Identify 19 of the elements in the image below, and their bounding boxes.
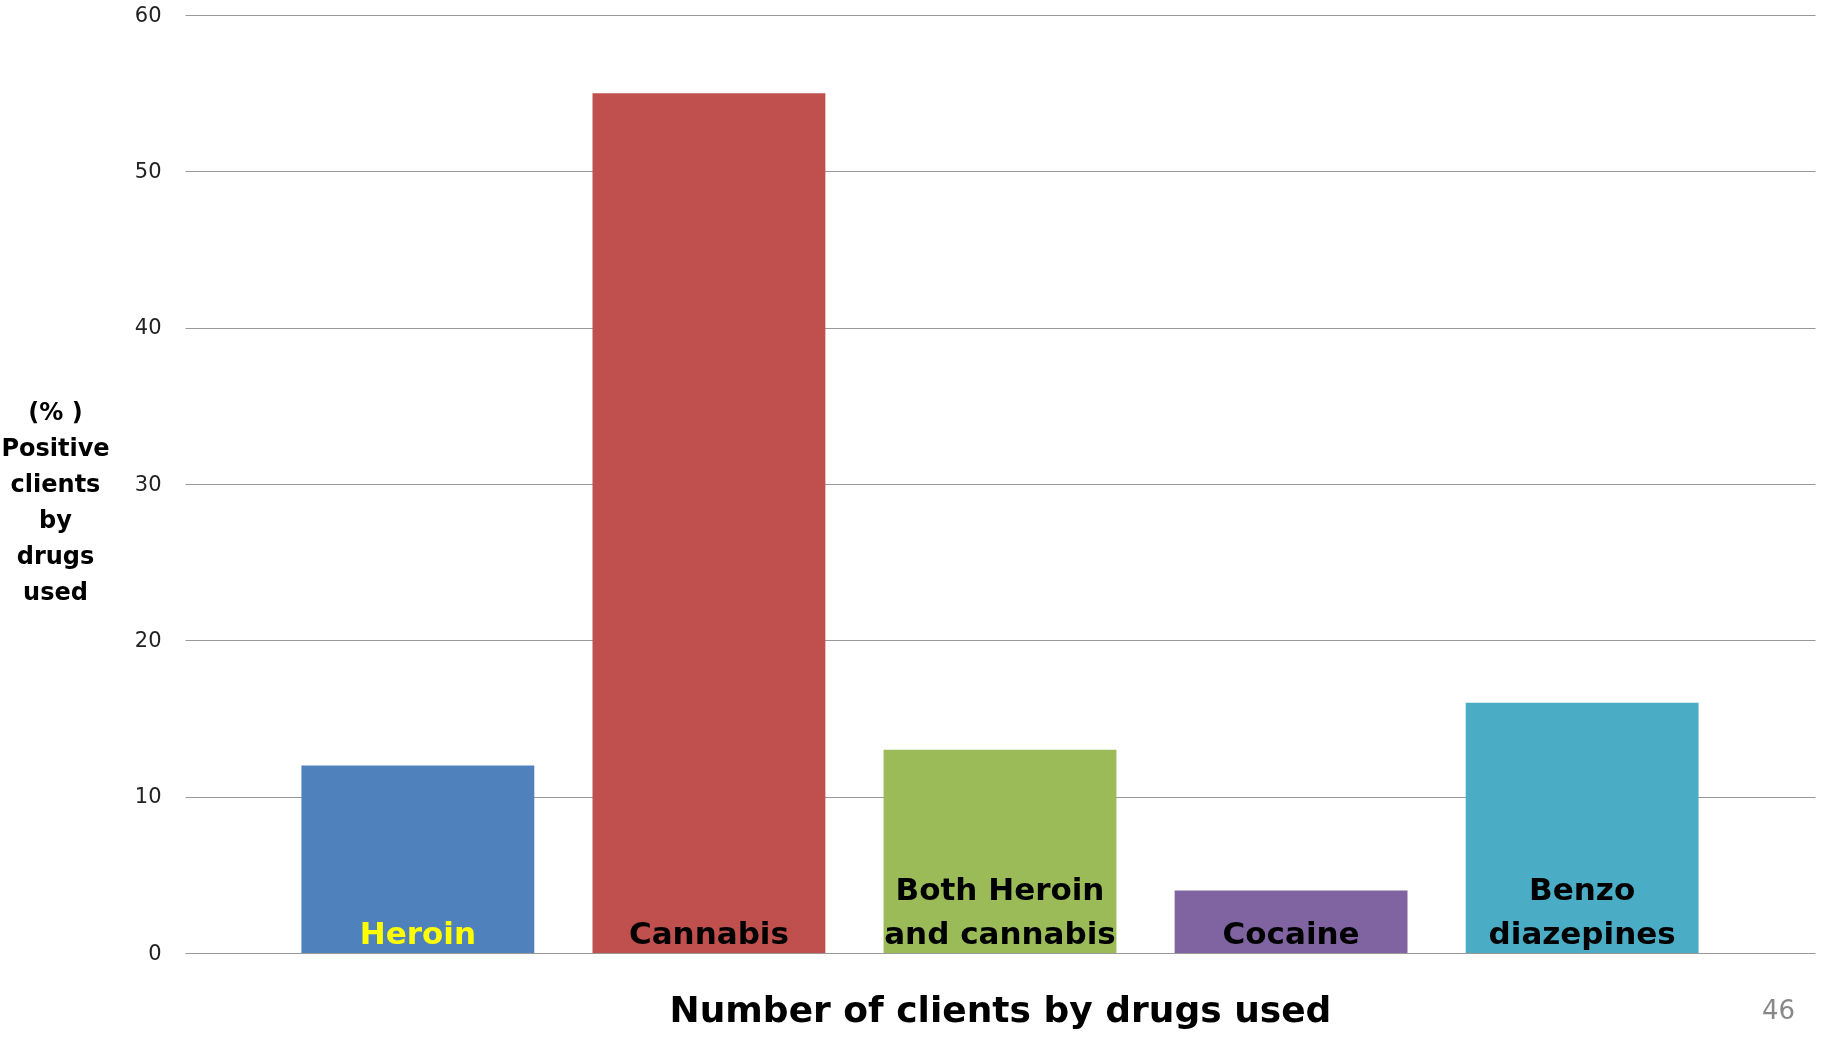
y-tick-label: 60 (134, 2, 162, 27)
x-tick-label: Heroin (359, 915, 476, 951)
text: 46 (1761, 995, 1795, 1025)
bar (301, 765, 535, 953)
y-tick-label: 40 (134, 315, 162, 340)
x-tick-label: Cannabis (628, 915, 789, 951)
x-axis-title: Number of clients by drugs used (669, 988, 1332, 1030)
x-tick-label: Cocaine (1222, 915, 1360, 951)
y-tick-label: 0 (148, 940, 162, 965)
bar (592, 93, 826, 953)
bar (1174, 890, 1408, 953)
category-label: Both Heroin and cannabis (884, 871, 1116, 951)
y-axis-title: (% ) Positive clients by drugs used (1, 397, 110, 606)
y-tick-label: 20 (134, 627, 162, 652)
category-label: Benzo diazepines (1488, 871, 1676, 951)
y-tick-label: 30 (134, 471, 162, 496)
bar (1465, 702, 1699, 953)
y-tick-label: 50 (134, 158, 162, 183)
y-tick-label: 10 (134, 784, 162, 809)
